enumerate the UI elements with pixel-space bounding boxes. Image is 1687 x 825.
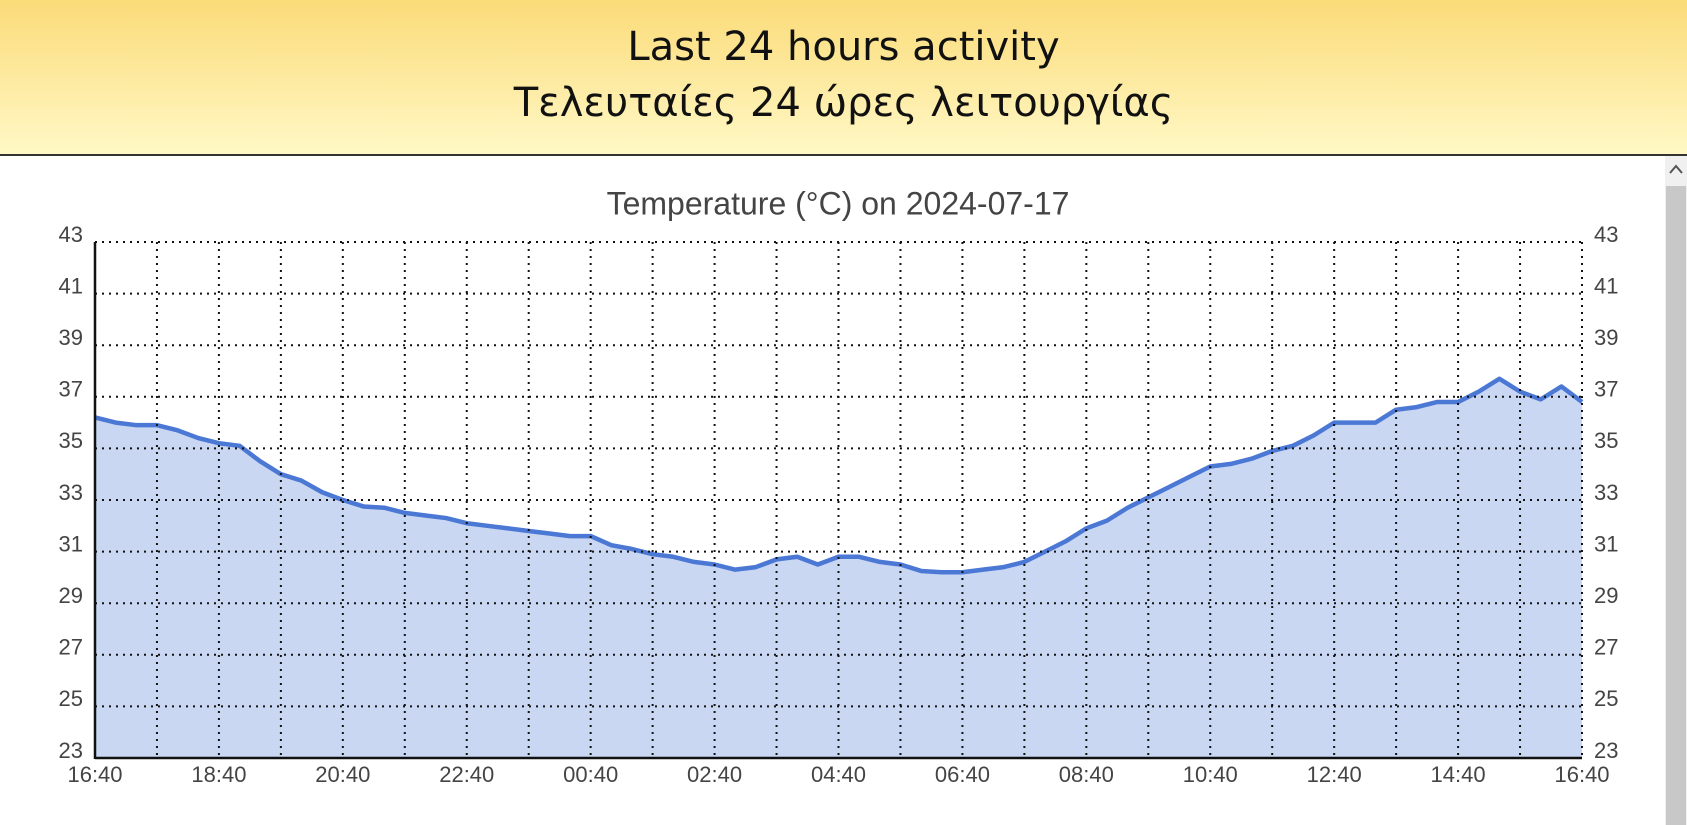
- x-tick-label: 02:40: [687, 762, 742, 787]
- x-tick-label: 16:40: [1554, 762, 1609, 787]
- y2-tick-label: 37: [1594, 377, 1618, 402]
- x-tick-label: 10:40: [1183, 762, 1238, 787]
- y2-tick-label: 43: [1594, 222, 1618, 247]
- y-tick-label: 25: [59, 686, 83, 711]
- y2-tick-label: 33: [1594, 480, 1618, 505]
- x-tick-label: 04:40: [811, 762, 866, 787]
- y-tick-label: 31: [59, 531, 83, 556]
- x-tick-label: 18:40: [191, 762, 246, 787]
- x-tick-label: 16:40: [67, 762, 122, 787]
- y-tick-label: 43: [59, 222, 83, 247]
- x-tick-label: 08:40: [1059, 762, 1114, 787]
- y2-tick-label: 23: [1594, 738, 1618, 763]
- header: Last 24 hours activity Τελευταίες 24 ώρε…: [0, 0, 1687, 156]
- line: [94, 376, 1584, 575]
- x-tick-label: 22:40: [439, 762, 494, 787]
- y-tick-label: 35: [59, 428, 83, 453]
- x-tick-label: 14:40: [1431, 762, 1486, 787]
- x-tick-label: 06:40: [935, 762, 990, 787]
- y-tick-label: 41: [59, 273, 83, 298]
- y2-tick-label: 25: [1594, 686, 1618, 711]
- y-tick-label: 33: [59, 480, 83, 505]
- header-title: Last 24 hours activity: [627, 24, 1060, 70]
- x-tick-label: 12:40: [1307, 762, 1362, 787]
- y2-tick-label: 39: [1594, 325, 1618, 350]
- y-tick-label: 23: [59, 738, 83, 763]
- y-tick-label: 27: [59, 635, 83, 660]
- y2-tick-label: 41: [1594, 273, 1618, 298]
- x-tick-label: 00:40: [563, 762, 618, 787]
- chart-title: Temperature (°C) on 2024-07-17: [607, 185, 1070, 221]
- header-title: Τελευταίες 24 ώρες λειτουργίας: [513, 80, 1174, 126]
- y2-tick-label: 29: [1594, 583, 1618, 608]
- y-tick-label: 39: [59, 325, 83, 350]
- scroll-up[interactable]: [1669, 164, 1683, 174]
- scrollbar-thumb[interactable]: [1666, 186, 1686, 825]
- y2-tick-label: 35: [1594, 428, 1618, 453]
- chart: Temperature (°C) on 2024-07-17 23 23 25 25 2…: [59, 156, 1687, 825]
- area: [95, 378, 1582, 758]
- y-tick-label: 29: [59, 583, 83, 608]
- y-tick-label: 37: [59, 377, 83, 402]
- y2-tick-label: 27: [1594, 635, 1618, 660]
- y2-tick-label: 31: [1594, 531, 1618, 556]
- x-tick-label: 20:40: [315, 762, 370, 787]
